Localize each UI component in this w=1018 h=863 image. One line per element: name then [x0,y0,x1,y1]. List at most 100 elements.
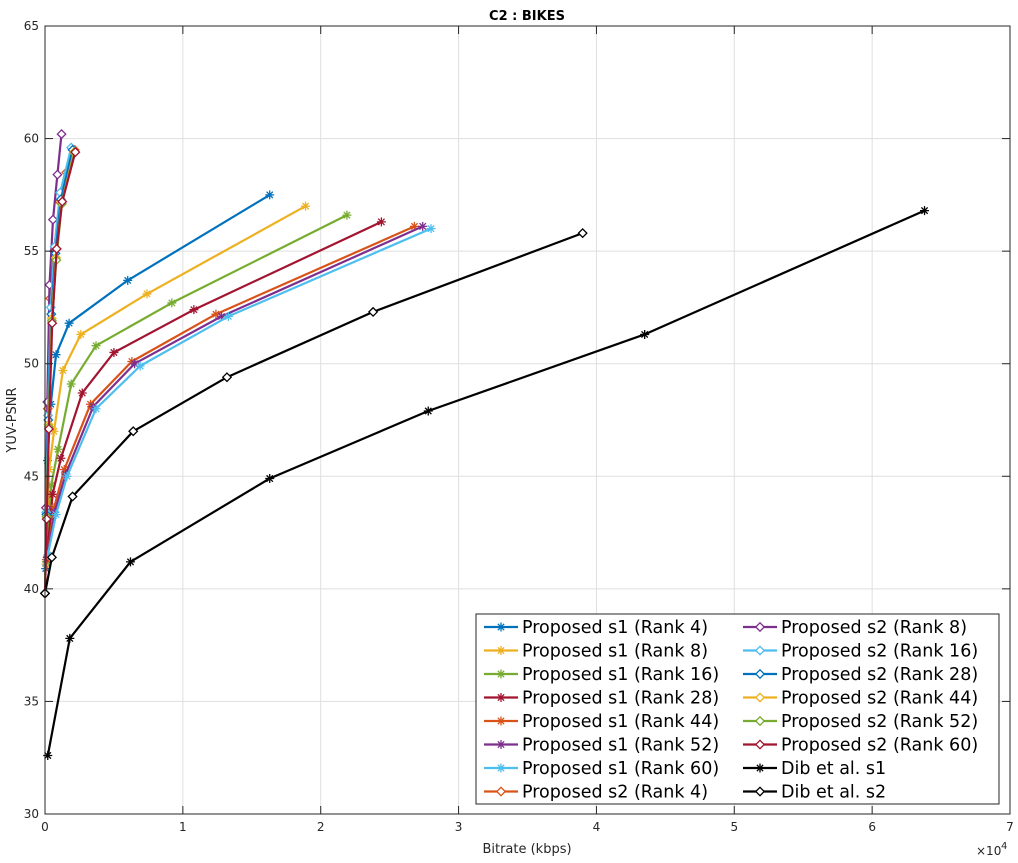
y-axis-label: YUV-PSNR [5,387,20,453]
x-exponent-base: ×10 [976,844,1001,858]
legend-item: Proposed s1 (Rank 28) [484,689,719,709]
legend-label: Proposed s1 (Rank 60) [522,759,719,779]
legend-label: Proposed s2 (Rank 4) [522,783,708,803]
data-point [66,379,76,389]
legend-label: Proposed s2 (Rank 44) [781,689,978,709]
data-point [47,214,59,225]
data-point [51,243,62,255]
axes-box [44,25,1011,815]
data-point [77,388,87,398]
data-point [189,305,199,315]
legend-item: Proposed s1 (Rank 60) [484,759,719,779]
data-point [128,426,139,437]
legend-label: Proposed s1 (Rank 28) [522,689,719,709]
data-point [640,329,650,339]
data-point [135,361,145,371]
data-point [58,365,68,375]
data-point [211,309,221,319]
data-point [495,786,507,797]
data-point [46,552,58,563]
data-point [301,201,311,211]
data-point [51,350,61,360]
data-point [53,444,63,454]
data-point [496,716,506,726]
legend-label: Proposed s1 (Rank 52) [522,736,719,756]
data-point [754,786,766,797]
data-point [496,669,506,679]
series-dib-et-al-s2 [39,228,588,599]
data-point [167,298,177,308]
data-point [62,471,72,481]
legend: Proposed s1 (Rank 4) Proposed s1 (Rank 8)… [475,613,1000,805]
legend-box [475,613,1000,805]
legend-label: Proposed s2 (Rank 52) [781,712,978,732]
legend-label: Proposed s2 (Rank 60) [781,736,978,756]
x-tick-label: 5 [730,820,738,834]
legend-item: Proposed s1 (Rank 44) [484,712,719,732]
data-point [49,426,59,436]
data-point [265,474,275,484]
legend-label: Proposed s2 (Rank 28) [781,665,978,685]
legend-item: Proposed s1 (Rank 4) [484,618,708,638]
legend-item: Proposed s2 (Rank 60) [743,736,978,756]
x-tick-label: 2 [317,820,325,834]
data-point [418,221,428,231]
legend-item: Dib et al. s2 [743,783,886,803]
y-tick-label: 35 [24,694,39,708]
data-point [577,228,588,239]
x-tick-label: 7 [1006,820,1014,834]
legend-item: Dib et al. s1 [743,759,886,779]
data-point [43,423,54,435]
data-point [64,318,74,328]
legend-item: Proposed s2 (Rank 44) [743,689,978,709]
legend-label: Dib et al. s1 [781,759,886,779]
legend-label: Proposed s2 (Rank 8) [781,618,967,638]
series-dib-et-al-s1 [43,206,930,760]
data-point [367,306,379,318]
data-point [91,404,101,414]
data-point [109,347,119,357]
data-point [376,217,386,227]
data-point [496,693,506,702]
legend-item: Proposed s2 (Rank 28) [743,665,978,685]
data-point [142,289,152,299]
x-axis-label: Bitrate (kbps) [482,842,571,857]
legend-label: Proposed s1 (Rank 8) [522,642,708,662]
data-point [221,372,233,383]
data-point [223,311,233,321]
data-point [59,465,69,475]
y-tick-label: 65 [24,19,39,33]
data-point [48,489,58,499]
x-tick-label: 0 [41,820,49,834]
legend-item: Proposed s2 (Rank 8) [743,618,967,638]
data-point [216,311,226,321]
data-point [130,359,140,369]
data-point [52,169,63,180]
data-point [46,480,56,490]
data-point [754,668,766,680]
legend-label: Proposed s1 (Rank 4) [522,618,708,638]
data-point [43,750,53,760]
data-point [125,557,135,567]
legend-item: Proposed s2 (Rank 16) [743,642,978,662]
data-point [49,503,59,513]
data-point [76,329,86,339]
data-point [47,318,58,329]
data-point [56,128,67,140]
data-point [496,646,506,655]
legend-label: Proposed s1 (Rank 44) [522,712,719,732]
y-tick-label: 55 [24,244,39,258]
data-point [265,190,275,200]
x-tick-label: 1 [179,820,187,834]
y-tick-label: 45 [24,469,39,483]
data-point [920,206,930,216]
data-point [754,692,766,703]
series-proposed-s1-rank-60 [43,224,436,560]
chart-title: C2 : BIKES [489,9,565,24]
data-point [754,645,766,656]
data-point [51,510,61,520]
data-point [342,210,352,220]
data-point [496,763,506,773]
